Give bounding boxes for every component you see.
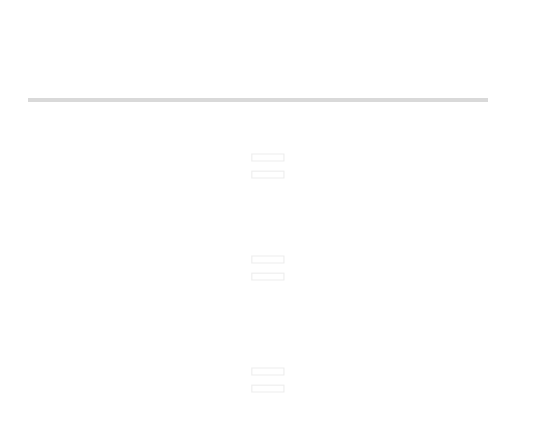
title-underline xyxy=(28,98,488,102)
equals-sign: = xyxy=(247,231,288,304)
summary-row: = xyxy=(10,120,520,210)
summary-row: = xyxy=(10,334,520,424)
equals-sign: = xyxy=(247,129,288,202)
equals-sign: = xyxy=(247,343,288,416)
summary-row: = xyxy=(10,222,520,312)
